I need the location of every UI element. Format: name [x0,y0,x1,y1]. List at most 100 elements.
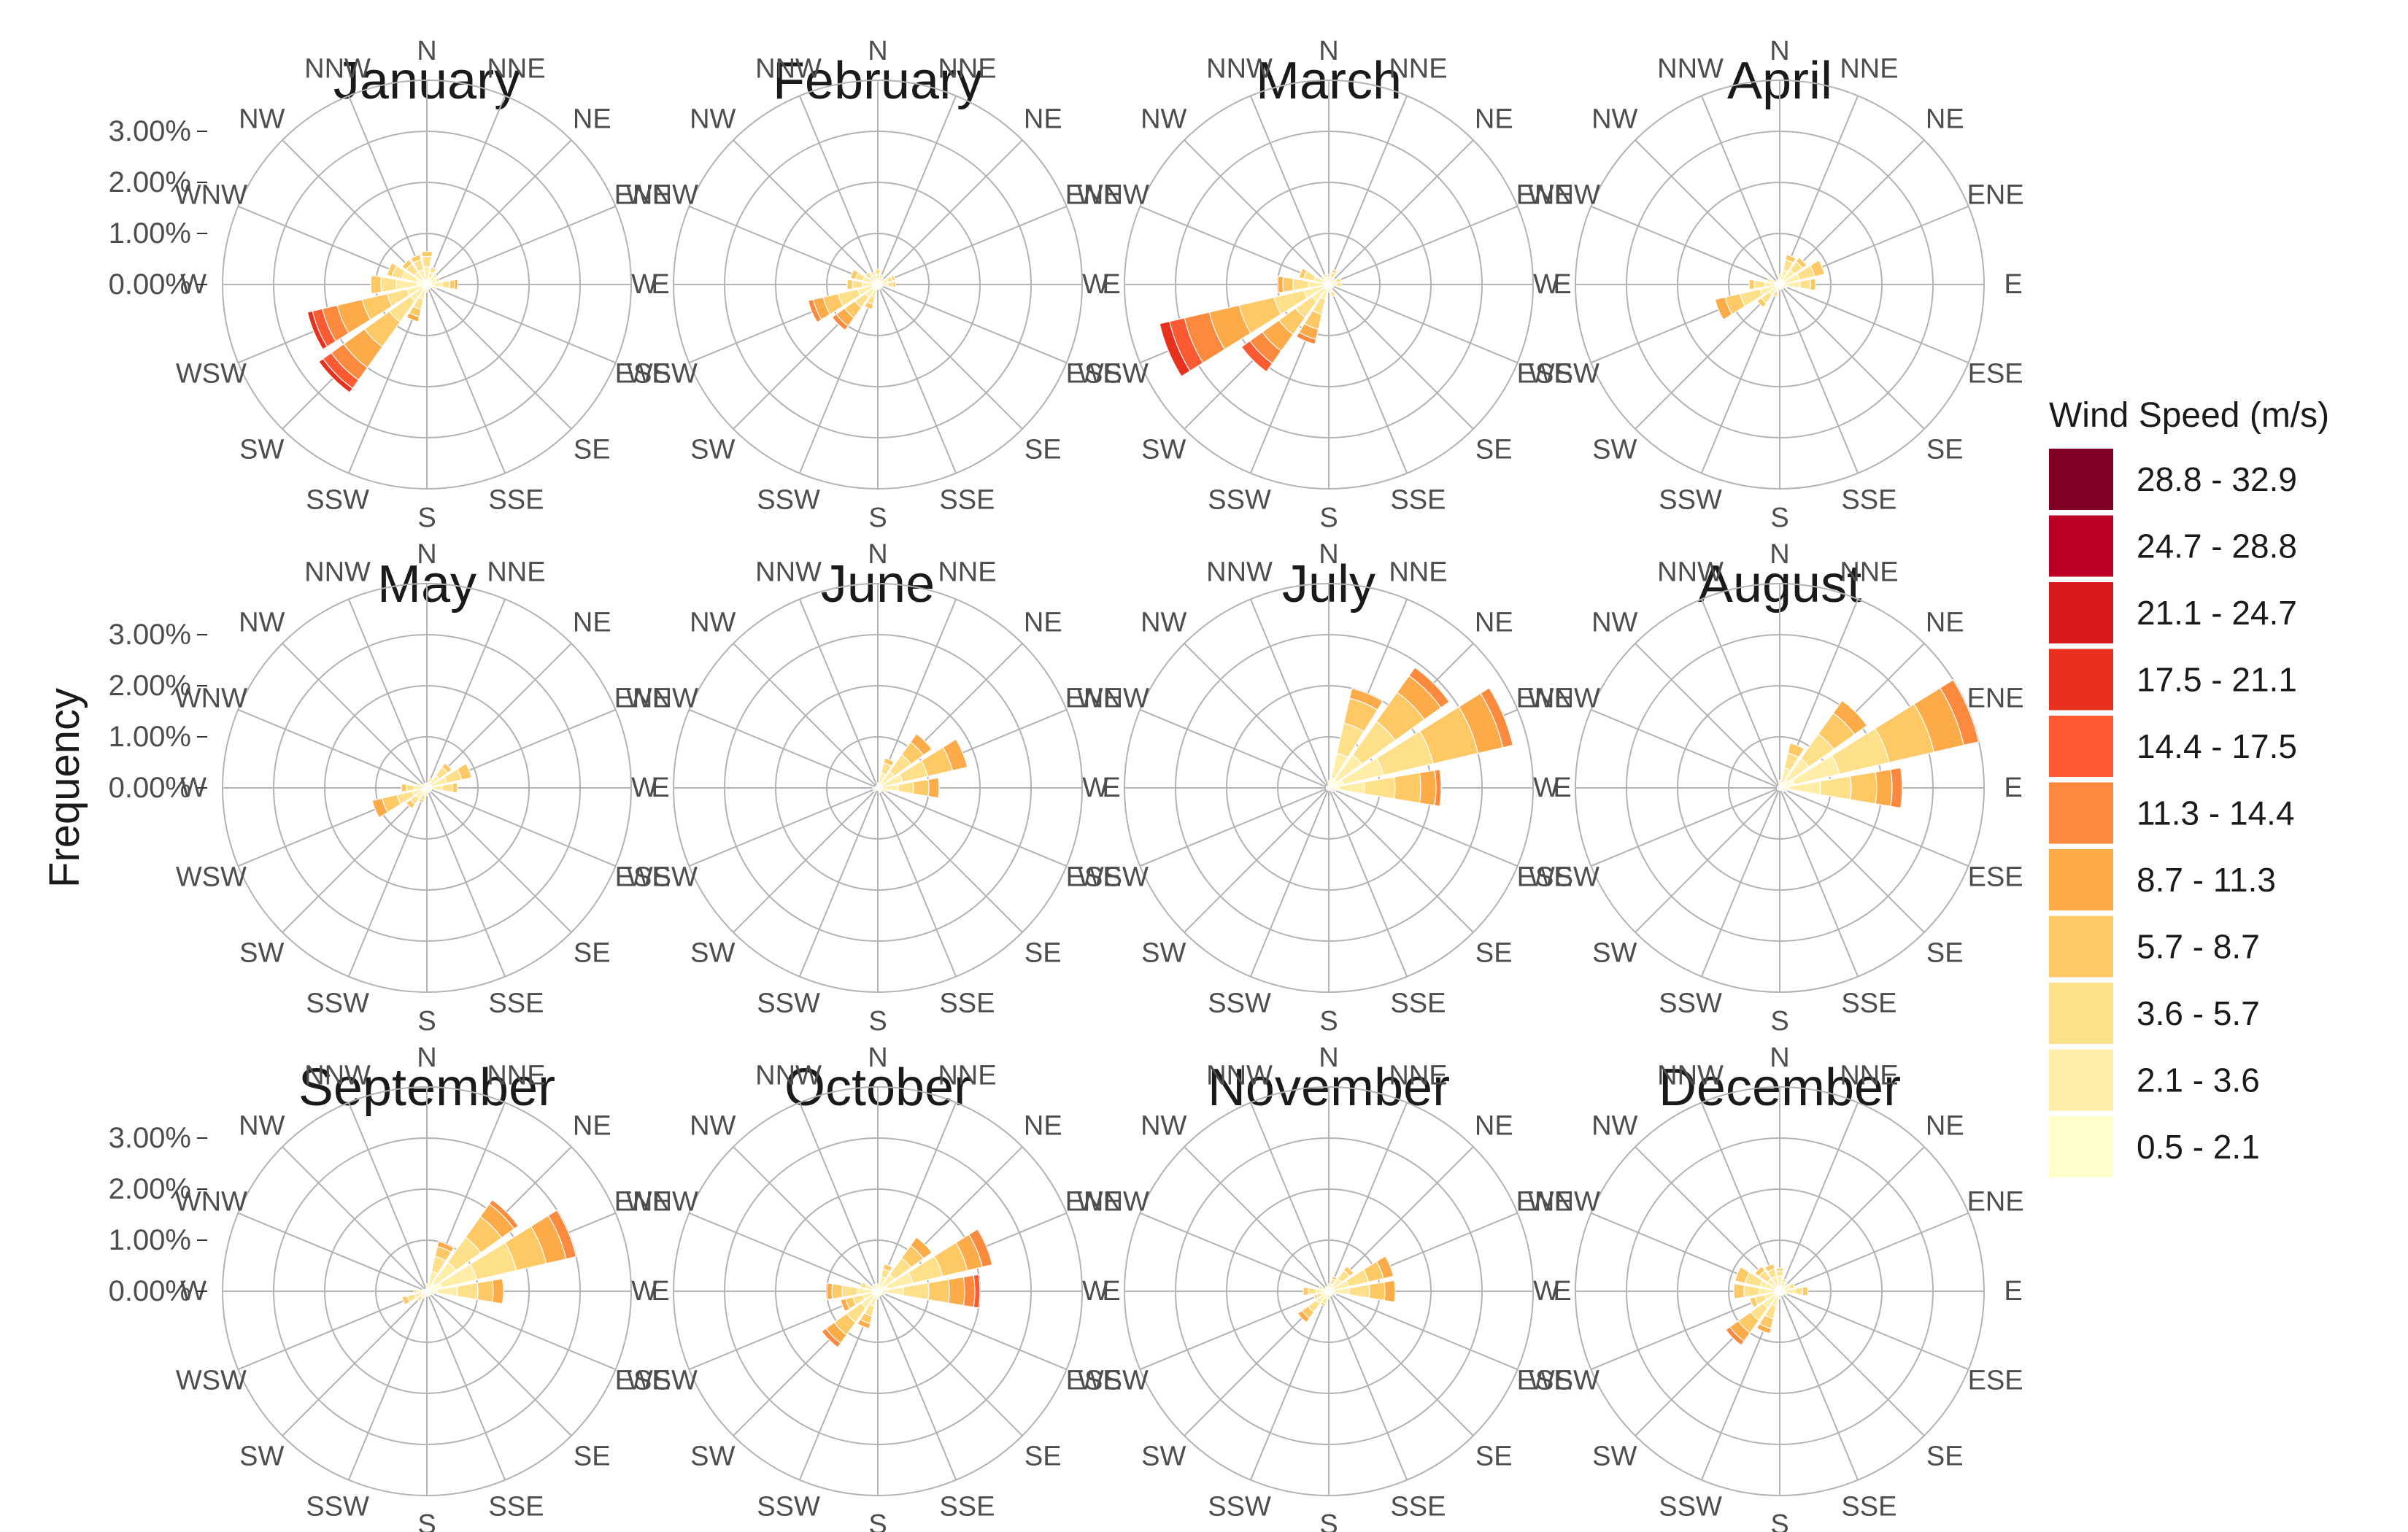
wind-bar-segment [405,799,416,810]
direction-label: NNE [938,1060,996,1091]
grid-spoke [798,598,879,789]
direction-label: ENE [1516,180,1573,211]
direction-label: E [1553,773,1571,803]
wind-bar-segment [1240,340,1273,373]
grid-spoke [1779,787,1969,867]
wind-bar-segment [1788,1283,1796,1290]
wind-bar-segment [882,1263,894,1273]
wind-bar-segment [870,271,876,276]
direction-label: S [1319,1509,1338,1532]
wind-bar-segment [488,1199,520,1230]
direction-label: SSE [488,989,544,1019]
legend-swatch [2049,983,2113,1044]
wind-bar-segment [1756,297,1767,309]
direction-label: NE [1926,608,1964,638]
direction-label: NNE [1389,53,1447,84]
direction-label: NE [573,1111,611,1142]
wind-bar-segment [441,280,451,289]
grid-spoke [426,139,572,285]
wind-bar-segment [884,789,889,794]
grid-spoke [282,643,428,789]
direction-label: SSE [939,485,995,516]
wind-bar-segment [318,357,354,393]
wind-bar-segment [386,262,398,277]
direction-label: ESE [1066,358,1122,389]
y-axis-title: Frequency [41,688,88,888]
wind-bar-segment [1327,784,1330,789]
wind-bar-segment [1749,1296,1759,1309]
wind-bar-segment [840,1298,851,1312]
wind-bar-segment [1297,1309,1311,1323]
grid-spoke [1249,787,1330,978]
direction-label: ENE [614,180,671,211]
direction-label: SSE [1390,1492,1446,1523]
wind-bar-segment [826,1282,833,1301]
grid-spoke [426,598,506,789]
direction-label: SW [690,1441,735,1471]
direction-label: NNE [1840,1060,1898,1091]
wind-bar-segment [1778,274,1782,278]
direction-label: SSW [757,989,820,1019]
wind-bar-segment [1781,1291,1788,1296]
grid-spoke [1779,284,1859,474]
wind-bar-segment [1159,320,1191,377]
r-tick-label: 3.00% [109,1122,191,1154]
legend-label: 24.7 - 28.8 [2137,527,2297,565]
direction-label: SE [574,434,611,465]
wind-bar-segment [422,1293,427,1299]
wind-bar-segment [882,282,889,287]
grid-spoke [1700,95,1780,285]
direction-label: ENE [1967,180,2024,211]
direction-label: N [1770,36,1789,66]
direction-label: SE [574,937,611,968]
direction-label: WSW [627,358,698,389]
wind-bar-segment [880,277,885,282]
wind-bar-segment [831,1283,844,1300]
wind-bar-segment [902,1282,930,1301]
direction-label: WSW [1078,862,1149,892]
direction-label: SSW [1659,485,1722,516]
direction-label: SE [1926,434,1964,465]
grid-spoke [426,787,572,933]
grid-spoke [426,95,506,285]
direction-label: SW [1141,434,1186,465]
direction-label: SW [239,434,284,465]
wind-bar-segment [871,1284,877,1291]
grid-spoke [877,205,1068,285]
wind-bar-segment [1330,277,1336,284]
wind-bar-segment [1330,789,1334,793]
grid-spoke [1328,139,1474,285]
direction-label: NNW [1206,53,1273,84]
direction-label: ESE [1066,1365,1122,1396]
direction-label: SW [239,1441,284,1471]
wind-bar-segment [436,1241,455,1253]
direction-label: NNE [487,53,545,84]
wind-bar-segment [1939,679,1980,746]
legend-swatch [2049,849,2113,910]
legend-label: 17.5 - 21.1 [2137,661,2297,699]
legend-label: 28.8 - 32.9 [2137,460,2297,498]
direction-label: NW [1141,1111,1186,1142]
grid-spoke [1184,787,1330,933]
r-tick-label: 2.00% [109,166,191,198]
wind-bar-segment [1775,1267,1784,1272]
direction-label: SSW [306,989,369,1019]
grid-spoke [1249,1102,1330,1292]
wind-bar-segment [415,1295,423,1303]
direction-label: NE [1024,1111,1062,1142]
wind-bar-segment [1348,687,1384,711]
wind-bar-segment [371,797,389,819]
direction-label: N [1770,1042,1789,1073]
direction-label: NNE [1840,53,1898,84]
wind-bar-segment [418,798,425,804]
grid-spoke [426,1291,617,1371]
wind-bar-segment [428,1291,435,1296]
grid-spoke [877,1291,1023,1436]
direction-label: NNW [1206,1060,1273,1091]
wind-bar-segment [890,274,896,282]
wind-bar-segment [973,1274,981,1309]
wind-bar-segment [849,268,860,280]
wind-bar-segment [1753,279,1765,290]
wind-bar-segment [1327,274,1331,278]
direction-label: NW [690,104,736,135]
